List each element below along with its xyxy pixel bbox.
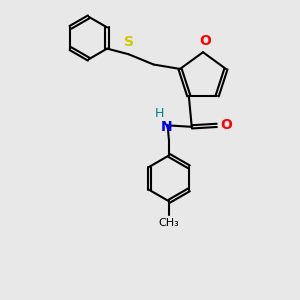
Text: S: S [124, 35, 134, 49]
Text: O: O [200, 34, 211, 48]
Text: N: N [161, 120, 173, 134]
Text: O: O [220, 118, 232, 132]
Text: H: H [155, 107, 164, 120]
Text: CH₃: CH₃ [159, 218, 179, 228]
